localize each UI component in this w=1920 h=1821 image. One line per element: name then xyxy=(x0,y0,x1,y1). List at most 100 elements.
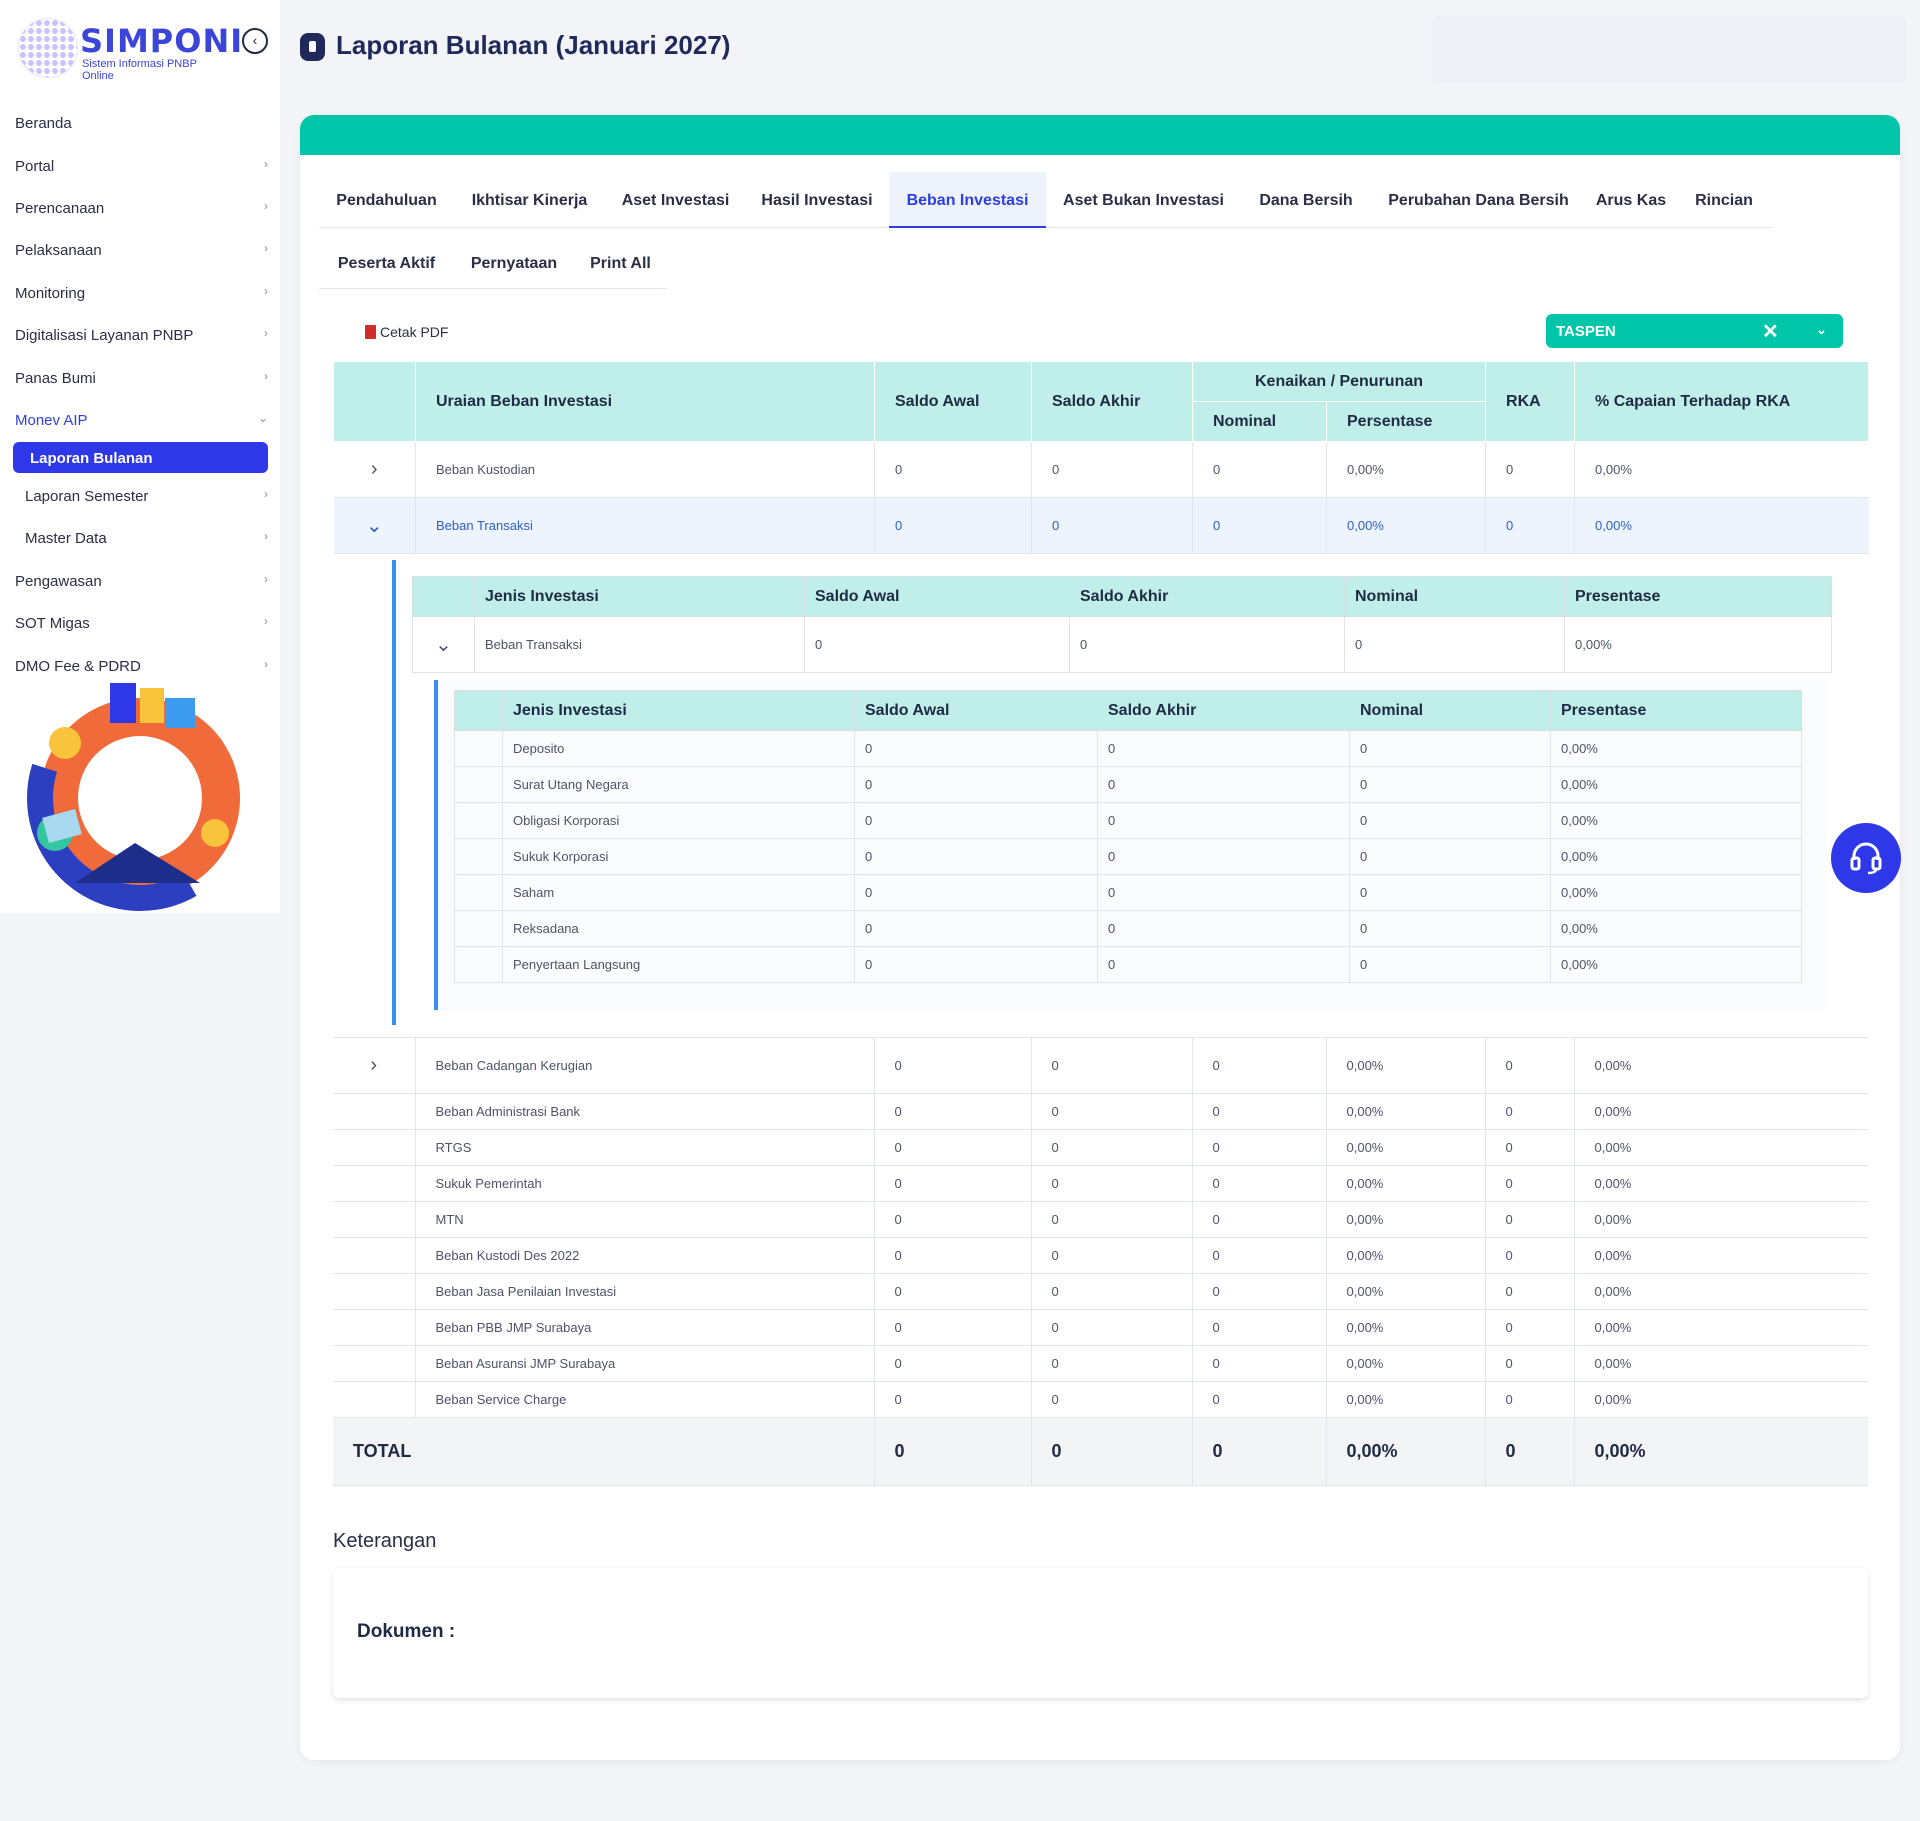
sidebar-item-label: SOT Migas xyxy=(15,615,90,632)
keterangan-title: Keterangan xyxy=(333,1530,437,1552)
entity-select[interactable]: TASPEN ✕ ⌄ xyxy=(1546,314,1843,348)
headset-icon[interactable] xyxy=(1831,823,1901,893)
header-saldo-akhir: Saldo Akhir xyxy=(1031,361,1193,442)
tab-rincian[interactable]: Rincian xyxy=(1695,192,1753,209)
pdf-file-icon xyxy=(365,325,376,339)
tab-ikhtisar-kinerja[interactable]: Ikhtisar Kinerja xyxy=(471,192,588,209)
row-rka: 0 xyxy=(1484,1037,1574,1094)
tab-pernyataan[interactable]: Pernyataan xyxy=(470,255,558,272)
table-row[interactable]: ⌄ Beban Transaksi 0 0 0 0,00% 0 0,00% xyxy=(333,497,1869,554)
tab-aset-bukan-investasi[interactable]: Aset Bukan Investasi xyxy=(1063,192,1224,209)
beban-investasi-table: Uraian Beban Investasi Saldo Awal Saldo … xyxy=(333,361,1870,554)
sidebar-item-digitalisasi[interactable]: Digitalisasi Layanan PNBP › xyxy=(0,314,280,356)
tab-arus-kas[interactable]: Arus Kas xyxy=(1595,192,1667,209)
row-saldo-awal: 0 xyxy=(854,910,1098,947)
row-rka: 0 xyxy=(1484,1381,1574,1418)
sidebar-item-monitoring[interactable]: Monitoring › xyxy=(0,272,280,314)
row-saldo-akhir: 0 xyxy=(1097,874,1350,911)
row-nominal: 0 xyxy=(1349,910,1551,947)
row-saldo-akhir: 0 xyxy=(1030,1037,1192,1094)
row-persentase: 0,00% xyxy=(1325,1345,1485,1382)
tab-dana-bersih[interactable]: Dana Bersih xyxy=(1259,192,1353,209)
sidebar-item-label: Pelaksanaan xyxy=(15,242,102,259)
sidebar-illustration xyxy=(26,683,253,911)
chevron-right-icon[interactable]: › xyxy=(333,441,416,498)
row-nominal: 0 xyxy=(1349,802,1551,839)
chevron-right-icon[interactable]: › xyxy=(333,1037,415,1094)
row-name: Beban Transaksi xyxy=(474,616,805,673)
row-nominal: 0 xyxy=(1349,766,1551,803)
tab-pendahuluan[interactable]: Pendahuluan xyxy=(336,192,437,209)
row-rka: 0 xyxy=(1485,441,1575,498)
sidebar-item-monev-aip[interactable]: Monev AIP ⌄ xyxy=(0,399,280,441)
table-row[interactable]: › Beban Cadangan Kerugian 0 0 0 0,00% 0 0,00% xyxy=(333,1037,1868,1094)
tab-row-secondary: Peserta Aktif Pernyataan Print All xyxy=(319,235,667,289)
chevron-down-icon[interactable]: ⌄ xyxy=(333,497,416,554)
cetak-pdf-button[interactable]: Cetak PDF xyxy=(365,324,448,340)
row-rka: 0 xyxy=(1484,1165,1574,1202)
row-rka: 0 xyxy=(1484,1309,1574,1346)
sidebar-item-portal[interactable]: Portal › xyxy=(0,145,280,187)
sidebar-item-label: Monitoring xyxy=(15,285,86,302)
clear-icon[interactable]: ✕ xyxy=(1762,321,1779,343)
sidebar-item-label: Panas Bumi xyxy=(15,370,96,387)
table-row[interactable]: › Beban Kustodian 0 0 0 0,00% 0 0,00% xyxy=(333,441,1869,498)
row-saldo-akhir: 0 xyxy=(1030,1165,1192,1202)
sidebar-item-laporan-semester[interactable]: Laporan Semester › xyxy=(0,475,280,517)
card-header-band xyxy=(300,115,1900,155)
tab-aset-investasi[interactable]: Aset Investasi xyxy=(621,192,730,209)
tab-hasil-investasi[interactable]: Hasil Investasi xyxy=(761,192,873,209)
sidebar-item-laporan-bulanan[interactable]: Laporan Bulanan xyxy=(13,442,268,473)
table-row: Sukuk Pemerintah 0 0 0 0,00% 0 0,00% xyxy=(333,1165,1868,1202)
row-persentase: 0,00% xyxy=(1325,1093,1485,1130)
total-nominal: 0 xyxy=(1191,1417,1326,1486)
row-saldo-awal: 0 xyxy=(854,802,1098,839)
tab-print-all[interactable]: Print All xyxy=(590,255,651,272)
sidebar-item-sot-migas[interactable]: SOT Migas › xyxy=(0,602,280,644)
header-capaian: % Capaian Terhadap RKA xyxy=(1574,361,1870,442)
row-saldo-awal: 0 xyxy=(873,1201,1031,1238)
sidebar-item-label: Portal xyxy=(15,158,55,175)
row-capaian: 0,00% xyxy=(1573,1037,1868,1094)
tab-beban-investasi[interactable]: Beban Investasi xyxy=(889,172,1046,228)
simponi-logo[interactable]: SIMPONI Sistem Informasi PNBP Online xyxy=(18,18,242,82)
sidebar-item-beranda[interactable]: Beranda xyxy=(0,102,280,144)
row-nominal: 0 xyxy=(1191,1165,1326,1202)
chevron-left-circle-icon[interactable]: ‹ xyxy=(242,28,268,54)
sidebar-item-label: DMO Fee & PDRD xyxy=(15,658,141,675)
entity-select-value: TASPEN xyxy=(1556,323,1616,340)
row-name: Reksadana xyxy=(502,910,855,947)
sidebar-item-label: Digitalisasi Layanan PNBP xyxy=(15,327,194,344)
row-rka: 0 xyxy=(1484,1237,1574,1274)
beban-investasi-table-continued: › Beban Cadangan Kerugian 0 0 0 0,00% 0 0,00% … xyxy=(333,1037,1868,1486)
row-saldo-awal: 0 xyxy=(874,497,1032,554)
row-nominal: 0 xyxy=(1191,1093,1326,1130)
row-saldo-awal: 0 xyxy=(873,1129,1031,1166)
row-persentase: 0,00% xyxy=(1325,1201,1485,1238)
sidebar-item-panas-bumi[interactable]: Panas Bumi › xyxy=(0,357,280,399)
row-nominal: 0 xyxy=(1191,1309,1326,1346)
row-saldo-akhir: 0 xyxy=(1097,766,1350,803)
chevron-down-icon[interactable]: ⌄ xyxy=(412,616,475,673)
row-capaian: 0,00% xyxy=(1573,1381,1868,1418)
row-saldo-awal: 0 xyxy=(873,1037,1031,1094)
row-saldo-awal: 0 xyxy=(854,730,1098,767)
row-rka: 0 xyxy=(1484,1129,1574,1166)
tab-peserta-aktif[interactable]: Peserta Aktif xyxy=(337,255,436,272)
row-name: MTN xyxy=(414,1201,874,1238)
sidebar-item-pelaksanaan[interactable]: Pelaksanaan › xyxy=(0,229,280,271)
sidebar-item-master-data[interactable]: Master Data › xyxy=(0,517,280,559)
header-nominal: Nominal xyxy=(1349,690,1551,731)
table-row[interactable]: ⌄ Beban Transaksi 0 0 0 0,00% xyxy=(412,616,1832,673)
row-name: Deposito xyxy=(502,730,855,767)
table-row: Beban PBB JMP Surabaya 0 0 0 0,00% 0 0,00% xyxy=(333,1309,1868,1346)
row-name: Beban Kustodi Des 2022 xyxy=(414,1237,874,1274)
header-persentase: Persentase xyxy=(1325,401,1487,442)
sidebar-item-dmo-fee[interactable]: DMO Fee & PDRD › xyxy=(0,645,280,687)
row-capaian: 0,00% xyxy=(1573,1165,1868,1202)
sidebar-item-pengawasan[interactable]: Pengawasan › xyxy=(0,560,280,602)
tab-perubahan-dana-bersih[interactable]: Perubahan Dana Bersih xyxy=(1388,192,1569,209)
row-name: Beban Transaksi xyxy=(415,497,875,554)
header-jenis: Jenis Investasi xyxy=(502,690,855,731)
sidebar-item-perencanaan[interactable]: Perencanaan › xyxy=(0,187,280,229)
